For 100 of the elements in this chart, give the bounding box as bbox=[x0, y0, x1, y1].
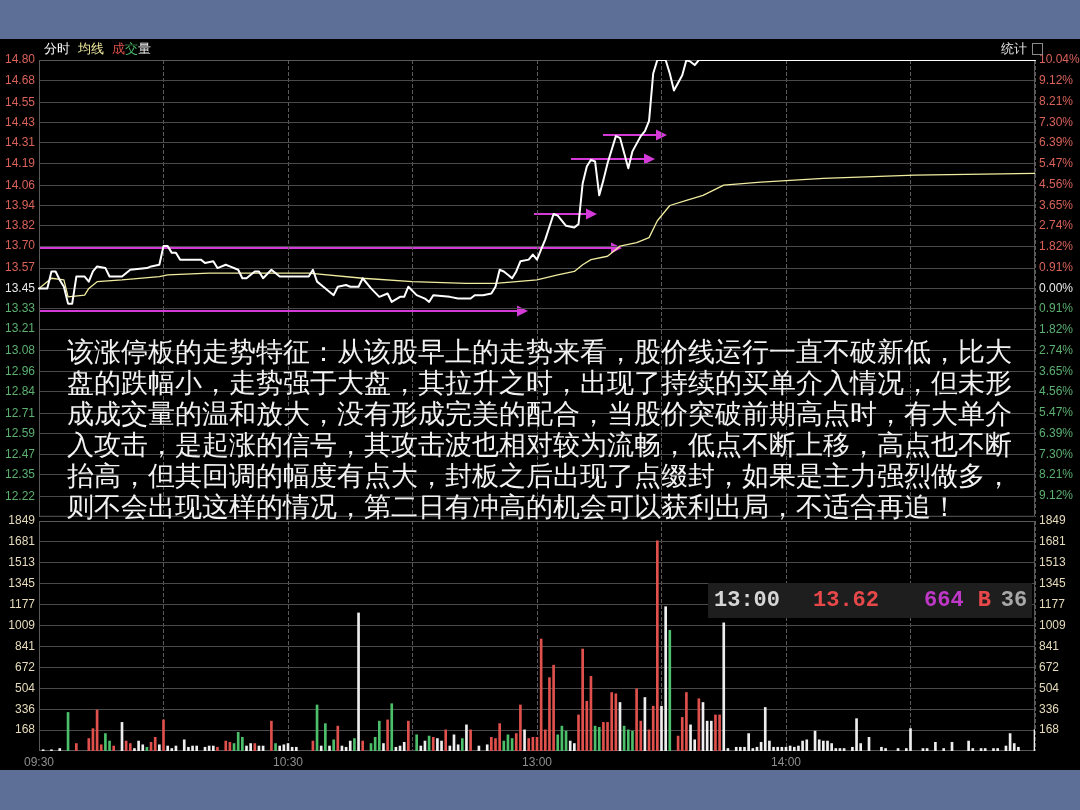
bar bbox=[822, 740, 825, 751]
bar bbox=[626, 729, 630, 751]
bar bbox=[382, 743, 385, 751]
y2-tick-label: 10.04% bbox=[1039, 52, 1080, 67]
bar bbox=[141, 744, 145, 751]
bar bbox=[99, 744, 103, 751]
bar bbox=[523, 729, 526, 751]
bar bbox=[158, 744, 161, 751]
bar bbox=[274, 743, 277, 751]
y-tick-label: 841 bbox=[14, 638, 36, 653]
y2-tick-label: 6.39% bbox=[1039, 426, 1074, 441]
bar bbox=[324, 723, 327, 751]
y2-tick-label: 3.65% bbox=[1039, 197, 1074, 212]
bar bbox=[166, 745, 169, 751]
y2-tick-label: 2.74% bbox=[1039, 218, 1074, 233]
bar bbox=[568, 740, 572, 751]
bar bbox=[75, 743, 78, 751]
y2-tick-label: 3.65% bbox=[1039, 363, 1074, 378]
bar bbox=[460, 738, 464, 751]
y-tick-label: 13.08 bbox=[4, 343, 36, 358]
bar bbox=[390, 703, 394, 751]
y-tick-label: 14.80 bbox=[4, 52, 36, 67]
bar bbox=[797, 745, 800, 751]
x-tick-label: 13:00 bbox=[521, 754, 553, 769]
bar bbox=[792, 746, 796, 751]
y2-tick-label: 1177 bbox=[1039, 596, 1066, 611]
y2-tick-label: 4.56% bbox=[1039, 176, 1074, 191]
y-tick-label: 12.71 bbox=[4, 405, 36, 420]
bar bbox=[805, 739, 809, 751]
bar bbox=[502, 740, 506, 751]
bar bbox=[996, 748, 999, 751]
y2-tick-label: 7.30% bbox=[1039, 114, 1074, 129]
bar bbox=[104, 733, 107, 751]
bar bbox=[236, 732, 240, 751]
bar bbox=[714, 714, 717, 751]
bar bbox=[776, 746, 780, 751]
bar bbox=[573, 743, 576, 751]
y-tick-label: 1177 bbox=[9, 596, 36, 611]
y2-tick-label: 0.91% bbox=[1039, 301, 1074, 316]
y-tick-label: 672 bbox=[14, 659, 36, 674]
bar bbox=[249, 743, 252, 751]
bar bbox=[224, 740, 228, 751]
y2-tick-label: 9.12% bbox=[1039, 488, 1074, 503]
y-tick-label: 14.55 bbox=[4, 94, 36, 109]
y2-tick-label: 168 bbox=[1039, 722, 1060, 737]
bar bbox=[332, 739, 335, 751]
bar bbox=[552, 664, 555, 751]
text: 统计 bbox=[1001, 40, 1027, 58]
x-tick-label: 09:30 bbox=[23, 754, 55, 769]
y2-tick-label: 5.47% bbox=[1039, 156, 1074, 171]
bar bbox=[668, 630, 672, 751]
bar bbox=[602, 722, 605, 751]
y-tick-label: 12.22 bbox=[4, 488, 36, 503]
bar bbox=[763, 707, 767, 751]
y-tick-label: 12.84 bbox=[4, 383, 36, 398]
y2-tick-label: 504 bbox=[1039, 680, 1060, 695]
bar bbox=[444, 729, 448, 751]
bar bbox=[386, 719, 389, 751]
bar bbox=[415, 734, 418, 751]
y-tick-label: 1009 bbox=[8, 617, 36, 632]
y-tick-label: 12.59 bbox=[4, 426, 36, 441]
bar bbox=[278, 745, 282, 751]
bar bbox=[718, 714, 721, 751]
bar bbox=[490, 736, 493, 751]
y-tick-label: 14.43 bbox=[4, 114, 36, 129]
bar bbox=[967, 740, 970, 751]
bar bbox=[361, 740, 365, 751]
bar bbox=[253, 743, 257, 751]
text: 分时 bbox=[44, 40, 70, 58]
bar bbox=[527, 738, 531, 751]
bar bbox=[734, 746, 738, 751]
bar bbox=[739, 746, 742, 751]
bar bbox=[182, 739, 186, 751]
y-tick-label: 1849 bbox=[8, 513, 36, 528]
bar bbox=[407, 720, 410, 751]
y2-tick-label: 1009 bbox=[1039, 617, 1067, 632]
y2-tick-label: 2.74% bbox=[1039, 343, 1074, 358]
bar bbox=[656, 540, 659, 751]
y2-tick-label: 672 bbox=[1039, 659, 1060, 674]
y-tick-label: 12.47 bbox=[4, 446, 36, 461]
y-tick-label: 12.96 bbox=[4, 363, 36, 378]
bar bbox=[211, 745, 215, 751]
y-tick-label: 14.68 bbox=[4, 72, 36, 87]
y-tick-label: 13.94 bbox=[4, 197, 36, 212]
bar bbox=[664, 606, 667, 751]
annotation: 13.62 bbox=[813, 588, 880, 613]
y2-tick-label: 1849 bbox=[1039, 513, 1067, 528]
bar bbox=[153, 736, 157, 751]
y2-tick-label: 336 bbox=[1039, 701, 1060, 716]
y-tick-label: 1681 bbox=[8, 534, 36, 549]
y-tick-label: 13.82 bbox=[4, 218, 36, 233]
y2-tick-label: 1681 bbox=[1039, 534, 1067, 549]
bar bbox=[402, 741, 406, 751]
bar bbox=[58, 748, 62, 751]
bar bbox=[319, 745, 323, 751]
x-tick-label: 10:30 bbox=[272, 754, 304, 769]
y-tick-label: 1345 bbox=[8, 576, 36, 591]
bar bbox=[469, 729, 472, 751]
bar bbox=[270, 720, 273, 751]
y2-tick-label: 1.82% bbox=[1039, 322, 1074, 337]
